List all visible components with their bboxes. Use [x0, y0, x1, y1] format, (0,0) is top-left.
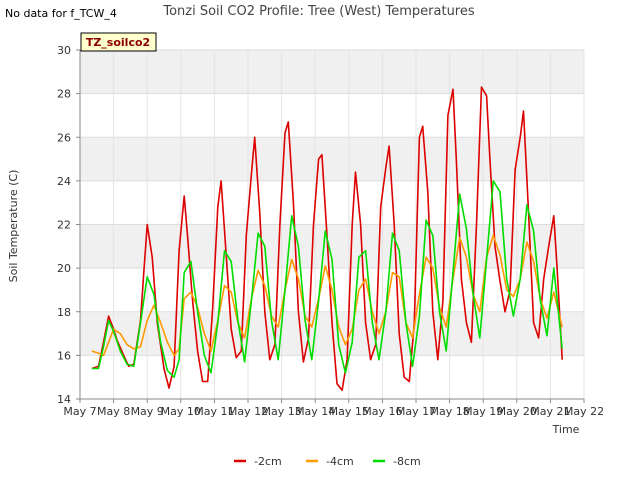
y-tick-label: 30 — [57, 44, 71, 57]
y-tick-label: 18 — [57, 306, 71, 319]
x-tick-label: May 21 — [530, 405, 570, 418]
x-tick-label: May 10 — [161, 405, 201, 418]
plot-band — [80, 355, 584, 399]
x-tick-label: May 22 — [564, 405, 604, 418]
x-tick-label: May 9 — [131, 405, 164, 418]
x-tick-label: May 8 — [97, 405, 130, 418]
plot-band — [80, 93, 584, 138]
chart-title: Tonzi Soil CO2 Profile: Tree (West) Temp… — [162, 4, 475, 19]
x-tick-label: May 7 — [63, 405, 96, 418]
y-tick-label: 20 — [57, 262, 71, 275]
y-tick-label: 16 — [57, 349, 71, 362]
x-tick-label: May 20 — [497, 405, 537, 418]
x-axis-title: Time — [552, 423, 580, 436]
y-tick-label: 26 — [57, 131, 71, 144]
y-tick-label: 28 — [57, 88, 71, 101]
plot-band — [80, 180, 584, 225]
x-tick-label: May 11 — [194, 405, 234, 418]
x-tick-label: May 17 — [396, 405, 436, 418]
no-data-note: No data for f_TCW_4 — [5, 7, 117, 20]
legend-label--8cm: -8cm — [393, 455, 421, 468]
badge-box — [80, 32, 157, 52]
x-tick-label: May 18 — [429, 405, 469, 418]
series-layer — [91, 86, 563, 392]
legend: -2cm -4cm -8cm — [234, 455, 421, 468]
y-tick-label: 22 — [57, 219, 71, 232]
y-tick-label: 24 — [57, 175, 71, 188]
series-line--4cm — [91, 234, 563, 357]
x-tick-label: May 19 — [463, 405, 503, 418]
badge-label: TZ_soilco2 — [86, 36, 150, 49]
y-axis-title: Soil Temperature (C) — [7, 170, 20, 283]
badge: TZ_soilco2 — [80, 32, 157, 52]
legend-label--4cm: -4cm — [326, 455, 354, 468]
legend-label--2cm: -2cm — [254, 455, 282, 468]
x-tick-label: May 12 — [228, 405, 268, 418]
x-tick-label: May 15 — [329, 405, 369, 418]
x-tick-label: May 14 — [295, 405, 335, 418]
y-tick-label: 14 — [57, 393, 71, 406]
x-tick-label: May 13 — [261, 405, 301, 418]
series-line--8cm — [91, 180, 563, 379]
x-tick-label: May 16 — [362, 405, 402, 418]
